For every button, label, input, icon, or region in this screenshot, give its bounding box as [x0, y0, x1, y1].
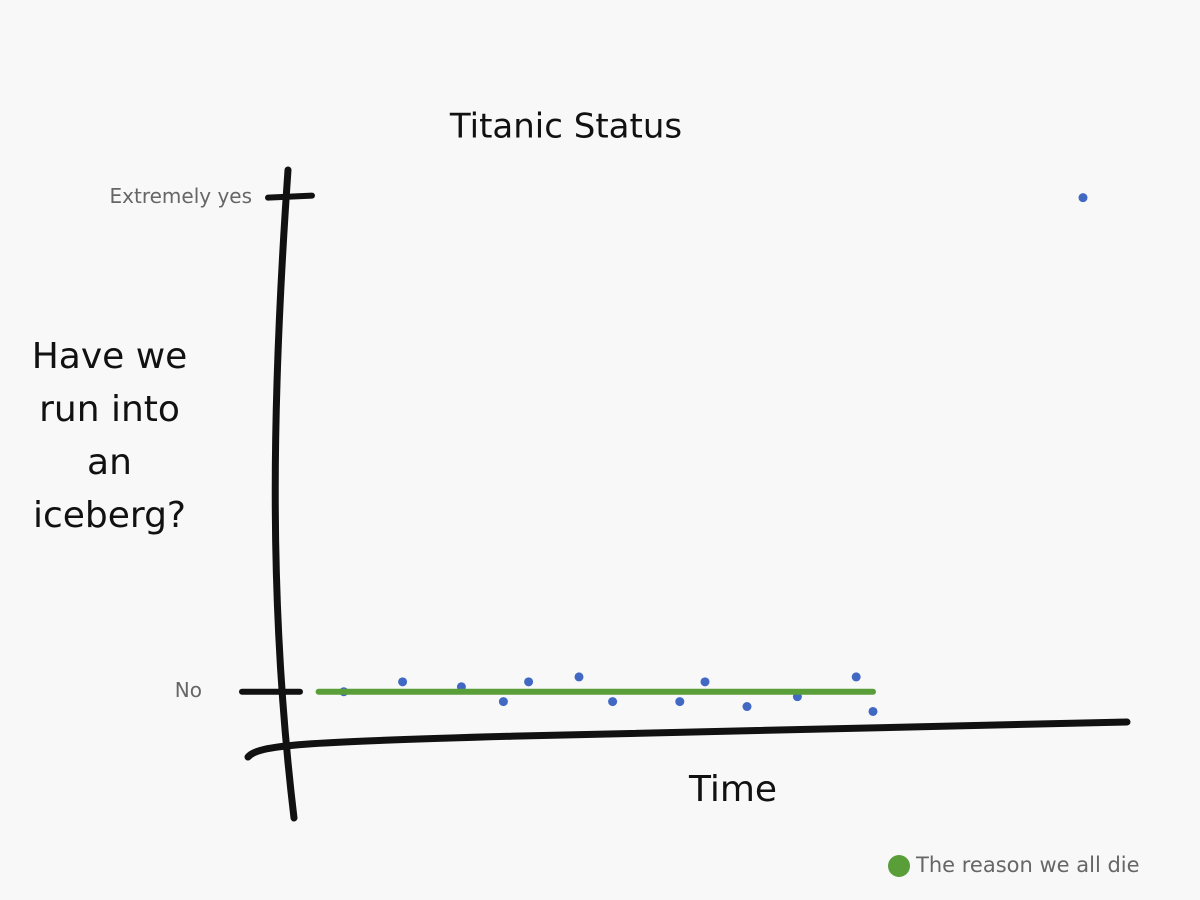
y-axis-label: Have we run into an iceberg?	[31, 336, 188, 536]
point	[851, 672, 861, 682]
point	[574, 672, 584, 682]
point	[524, 677, 534, 687]
y-axis	[271, 166, 298, 822]
chart-title: Titanic Status	[449, 107, 682, 147]
point	[868, 706, 878, 716]
y-tick-label: No	[175, 678, 202, 702]
legend-label: The reason we all die	[915, 853, 1140, 877]
point	[498, 697, 508, 707]
y-tick-label: Extremely yes	[110, 184, 253, 208]
point	[1078, 193, 1088, 203]
point	[398, 677, 408, 687]
x-axis-label: Time	[688, 769, 777, 810]
point	[675, 697, 685, 707]
point	[700, 677, 710, 687]
point	[608, 697, 618, 707]
y-tick-mark	[265, 192, 315, 201]
point	[742, 702, 752, 712]
x-axis	[244, 718, 1131, 761]
legend-marker	[888, 855, 910, 877]
